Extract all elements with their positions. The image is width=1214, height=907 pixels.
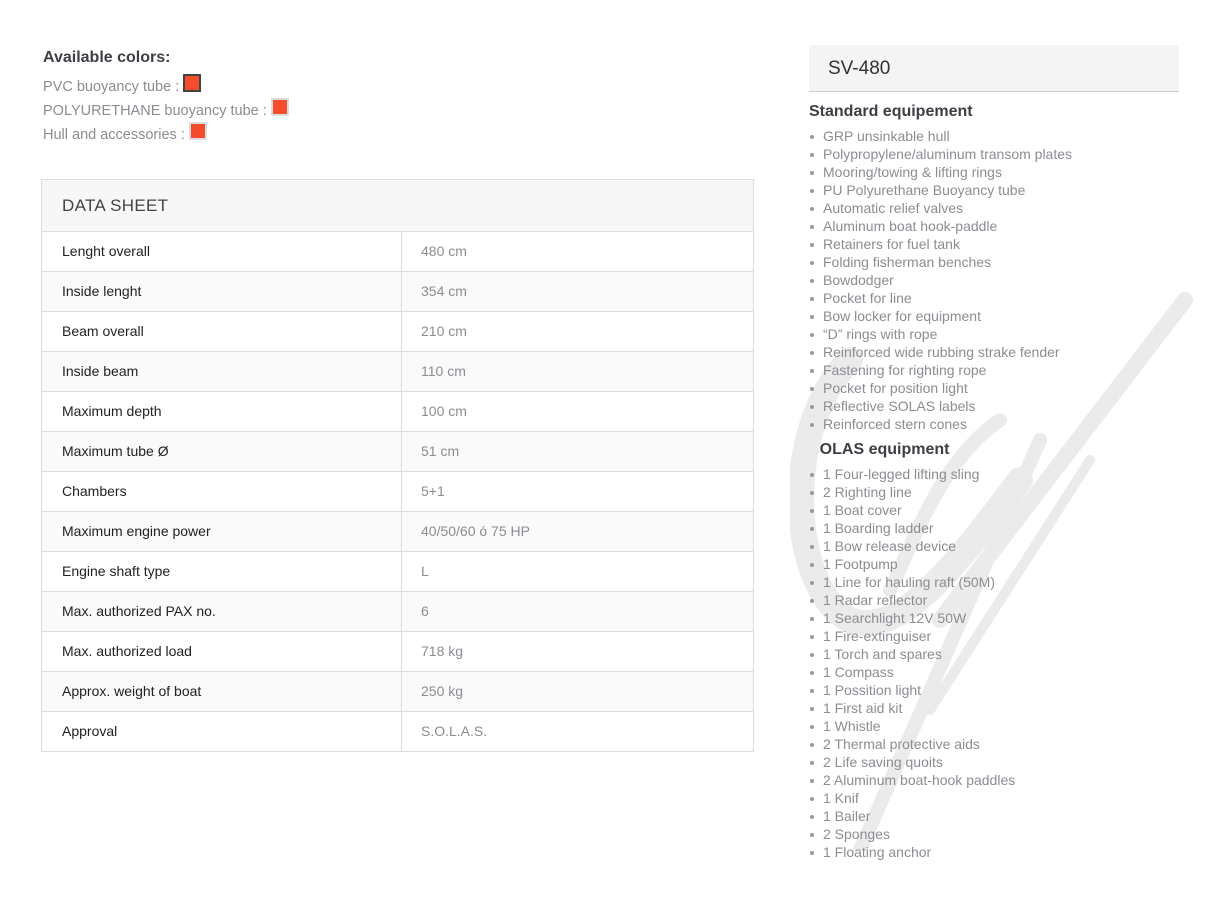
spec-value: L — [421, 563, 429, 579]
list-item: 1 Line for hauling raft (50M) — [809, 573, 1179, 591]
list-item: Aluminum boat hook-paddle — [809, 217, 1179, 235]
list-item: 1 Bow release device — [809, 537, 1179, 555]
table-row: Approval S.O.L.A.S. — [42, 712, 753, 751]
spec-value: 100 cm — [421, 403, 467, 419]
list-item: Bowdodger — [809, 271, 1179, 289]
spec-label: Approval — [42, 712, 402, 751]
list-item: Folding fisherman benches — [809, 253, 1179, 271]
list-item: “D” rings with rope — [809, 325, 1179, 343]
table-row: Max. authorized load 718 kg — [42, 632, 753, 672]
model-title: SV-480 — [809, 45, 1179, 92]
list-item: 1 Boarding ladder — [809, 519, 1179, 537]
list-item: 1 Possition light — [809, 681, 1179, 699]
list-item: 2 Aluminum boat-hook paddles — [809, 771, 1179, 789]
list-item: 2 Life saving quoits — [809, 753, 1179, 771]
spec-value: 5+1 — [421, 483, 445, 499]
table-row: Maximum engine power 40/50/60 ó 75 HP — [42, 512, 753, 552]
table-row: Maximum tube Ø 51 cm — [42, 432, 753, 472]
list-item: 1 First aid kit — [809, 699, 1179, 717]
spec-label: Chambers — [42, 472, 402, 511]
standard-equipment-list: GRP unsinkable hull Polypropylene/aluminu… — [809, 127, 1179, 433]
table-row: Maximum depth 100 cm — [42, 392, 753, 432]
color-label: POLYURETHANE buoyancy tube : — [43, 103, 267, 119]
spec-value: 354 cm — [421, 283, 467, 299]
list-item: Bow locker for equipment — [809, 307, 1179, 325]
spec-value: S.O.L.A.S. — [421, 723, 488, 739]
list-item: 1 Radar reflector — [809, 591, 1179, 609]
spec-label: Maximum depth — [42, 392, 402, 431]
spec-label: Engine shaft type — [42, 552, 402, 591]
spec-value: 718 kg — [421, 643, 464, 659]
list-item: Fastening for righting rope — [809, 361, 1179, 379]
table-row: Inside beam 110 cm — [42, 352, 753, 392]
color-option: POLYURETHANE buoyancy tube : — [43, 98, 289, 123]
list-item: 1 Boat cover — [809, 501, 1179, 519]
data-sheet-table: DATA SHEET Lenght overall 480 cm Inside le… — [41, 179, 754, 752]
list-item: 2 Thermal protective aids — [809, 735, 1179, 753]
table-row: Approx. weight of boat 250 kg — [42, 672, 753, 712]
spec-value: 6 — [421, 603, 429, 619]
list-item: 1 Floating anchor — [809, 843, 1179, 861]
spec-label: Inside lenght — [42, 272, 402, 311]
standard-equipment-title: Standard equipement — [809, 103, 973, 120]
list-item: PU Polyurethane Buoyancy tube — [809, 181, 1179, 199]
spec-label: Lenght overall — [42, 232, 402, 271]
list-item: 1 Footpump — [809, 555, 1179, 573]
list-item: Automatic relief valves — [809, 199, 1179, 217]
color-swatch[interactable] — [183, 74, 202, 92]
list-item: Reflective SOLAS labels — [809, 397, 1179, 415]
list-item: 1 Knif — [809, 789, 1179, 807]
list-item: 1 Whistle — [809, 717, 1179, 735]
spec-value: 210 cm — [421, 323, 467, 339]
spec-value: 51 cm — [421, 443, 460, 459]
list-item: 2 Righting line — [809, 483, 1179, 501]
list-item: Reinforced stern cones — [809, 415, 1179, 433]
spec-label: Inside beam — [42, 352, 402, 391]
model-panel: SV-480 Standard equipement GRP unsinkabl… — [809, 45, 1179, 861]
list-item: 1 Searchlight 12V 50W — [809, 609, 1179, 627]
list-item: 1 Bailer — [809, 807, 1179, 825]
spec-value: 110 cm — [421, 363, 466, 379]
table-row: Engine shaft type L — [42, 552, 753, 592]
available-colors: Available colors: PVC buoyancy tube : PO… — [43, 49, 289, 147]
spec-value: 480 cm — [421, 243, 467, 259]
spec-label: Maximum tube Ø — [42, 432, 402, 471]
spec-label: Max. authorized load — [42, 632, 402, 671]
spec-value: 40/50/60 ó 75 HP — [421, 523, 530, 539]
color-swatch[interactable] — [270, 98, 289, 116]
solas-equipment-list: 1 Four-legged lifting sling 2 Righting li… — [809, 465, 1179, 861]
list-item: 1 Torch and spares — [809, 645, 1179, 663]
data-sheet-title: DATA SHEET — [42, 180, 753, 232]
spec-label: Beam overall — [42, 312, 402, 351]
table-row: Chambers 5+1 — [42, 472, 753, 512]
list-item: 1 Four-legged lifting sling — [809, 465, 1179, 483]
color-option: Hull and accessories : — [43, 122, 289, 147]
spec-value: 250 kg — [421, 683, 464, 699]
list-item: Retainers for fuel tank — [809, 235, 1179, 253]
list-item: Mooring/towing & lifting rings — [809, 163, 1179, 181]
solas-equipment-title: SOLAS equipment — [809, 441, 950, 458]
spec-label: Max. authorized PAX no. — [42, 592, 402, 631]
table-row: Beam overall 210 cm — [42, 312, 753, 352]
list-item: Reinforced wide rubbing strake fender — [809, 343, 1179, 361]
list-item: Pocket for position light — [809, 379, 1179, 397]
list-item: Pocket for line — [809, 289, 1179, 307]
spec-label: Approx. weight of boat — [42, 672, 402, 711]
list-item: Polypropylene/aluminum transom plates — [809, 145, 1179, 163]
list-item: 1 Compass — [809, 663, 1179, 681]
table-row: Lenght overall 480 cm — [42, 232, 753, 272]
table-row: Max. authorized PAX no. 6 — [42, 592, 753, 632]
table-row: Inside lenght 354 cm — [42, 272, 753, 312]
color-option: PVC buoyancy tube : — [43, 74, 289, 99]
logo-watermark-icon — [790, 292, 1193, 850]
color-label: Hull and accessories : — [43, 127, 185, 143]
list-item: 2 Sponges — [809, 825, 1179, 843]
colors-title: Available colors: — [43, 49, 171, 66]
color-swatch[interactable] — [188, 122, 207, 140]
list-item: GRP unsinkable hull — [809, 127, 1179, 145]
spec-label: Maximum engine power — [42, 512, 402, 551]
list-item: 1 Fire-extinguiser — [809, 627, 1179, 645]
color-label: PVC buoyancy tube : — [43, 79, 180, 95]
